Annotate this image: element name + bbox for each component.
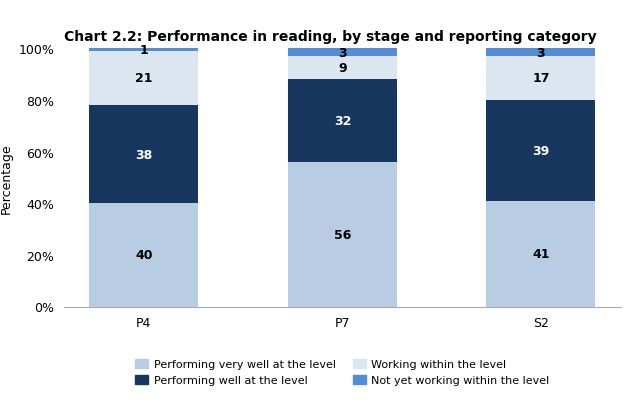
- Text: 3: 3: [338, 47, 347, 59]
- Text: 38: 38: [135, 148, 152, 161]
- Text: 3: 3: [536, 47, 545, 59]
- Bar: [288, 49, 397, 57]
- Bar: [90, 106, 198, 204]
- Y-axis label: Percentage: Percentage: [0, 143, 13, 213]
- Bar: [90, 49, 198, 52]
- Bar: [486, 101, 595, 201]
- Bar: [90, 52, 198, 106]
- Bar: [288, 57, 397, 80]
- Bar: [486, 49, 595, 57]
- Text: 9: 9: [338, 62, 347, 75]
- Legend: Performing very well at the level, Performing well at the level, Working within : Performing very well at the level, Perfo…: [135, 359, 550, 385]
- Bar: [288, 80, 397, 162]
- Text: 56: 56: [333, 228, 351, 241]
- Text: 39: 39: [532, 144, 550, 157]
- Bar: [486, 57, 595, 101]
- Bar: [288, 162, 397, 307]
- Text: Chart 2.2: Performance in reading, by stage and reporting category: Chart 2.2: Performance in reading, by st…: [64, 30, 596, 44]
- Text: 40: 40: [135, 249, 153, 262]
- Text: 1: 1: [140, 44, 148, 57]
- Text: 32: 32: [333, 115, 351, 128]
- Text: 17: 17: [532, 72, 550, 85]
- Text: 21: 21: [135, 72, 153, 85]
- Bar: [90, 204, 198, 307]
- Text: 41: 41: [532, 247, 550, 261]
- Bar: [486, 201, 595, 307]
